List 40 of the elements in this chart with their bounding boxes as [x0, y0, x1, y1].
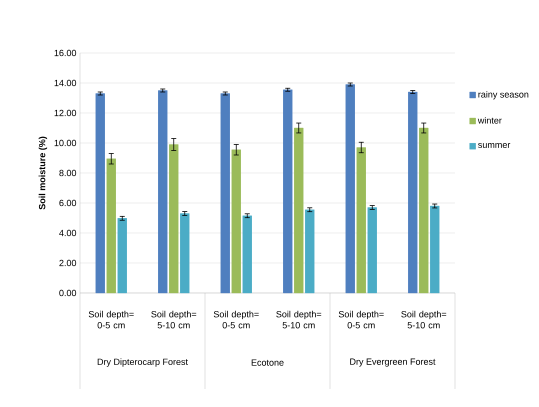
bar [368, 207, 377, 294]
bar [430, 206, 440, 294]
bar [220, 93, 230, 294]
bar [169, 144, 178, 294]
y-axis-title: Soil moisture (%) [38, 136, 48, 210]
y-tick-label: 4.00 [59, 230, 76, 236]
y-tick-label: 0.00 [59, 290, 76, 296]
y-tick-label: 12.00 [54, 110, 76, 116]
bar [158, 90, 168, 294]
y-tick-label: 10.00 [54, 140, 76, 146]
bar [305, 210, 314, 294]
bar [96, 93, 105, 294]
legend-label: rainy season [478, 91, 528, 100]
bar [180, 213, 190, 294]
bar [118, 218, 127, 294]
bar [346, 84, 355, 294]
legend-label: summer [478, 143, 510, 148]
bar [356, 147, 366, 294]
bar [232, 150, 241, 294]
bar [106, 158, 116, 294]
x-tick-label: Soil depth= 0-5 cm [214, 310, 259, 328]
y-tick-label: 16.00 [54, 50, 76, 56]
x-tick-label: Soil depth= 5-10 cm [151, 310, 196, 328]
x-tick-label: Soil depth= 5-10 cm [276, 310, 322, 328]
y-tick-label: 14.00 [54, 80, 76, 86]
x-tick-label: Soil depth= 0-5 cm [88, 310, 134, 328]
text: Dry Dipterocarp Forest [98, 358, 188, 367]
text: Ecotone [252, 359, 284, 366]
bar [242, 216, 252, 294]
bar [283, 90, 292, 294]
x-tick-label: Soil depth= 5-10 cm [401, 310, 446, 328]
bar [419, 128, 428, 294]
bar [294, 128, 304, 294]
y-tick-label: 8.00 [59, 170, 76, 176]
y-tick-label: 6.00 [59, 200, 76, 206]
legend-label: winter [478, 117, 502, 124]
y-tick-label: 2.00 [59, 260, 76, 266]
bar [408, 92, 418, 294]
text: Dry Evergreen Forest [350, 358, 436, 367]
x-tick-label: Soil depth= 0-5 cm [338, 310, 384, 328]
